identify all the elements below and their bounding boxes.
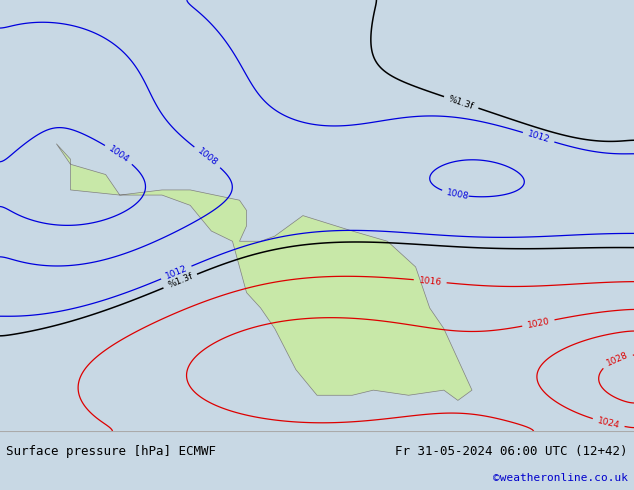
Text: 1004: 1004 — [107, 144, 131, 165]
Polygon shape — [56, 144, 472, 400]
Text: 1012: 1012 — [164, 264, 188, 281]
Text: Fr 31-05-2024 06:00 UTC (12+42): Fr 31-05-2024 06:00 UTC (12+42) — [395, 445, 628, 458]
Text: 1012: 1012 — [526, 130, 551, 145]
Text: 1024: 1024 — [597, 416, 621, 430]
Text: 1016: 1016 — [418, 276, 442, 287]
Text: 1008: 1008 — [195, 147, 219, 168]
Text: ©weatheronline.co.uk: ©weatheronline.co.uk — [493, 473, 628, 483]
Text: 1008: 1008 — [446, 188, 470, 201]
Text: 1028: 1028 — [605, 351, 630, 368]
Text: %1.3f: %1.3f — [166, 272, 194, 290]
Text: %1.3f: %1.3f — [448, 94, 475, 111]
Text: 1020: 1020 — [526, 317, 550, 330]
Text: Surface pressure [hPa] ECMWF: Surface pressure [hPa] ECMWF — [6, 445, 216, 458]
